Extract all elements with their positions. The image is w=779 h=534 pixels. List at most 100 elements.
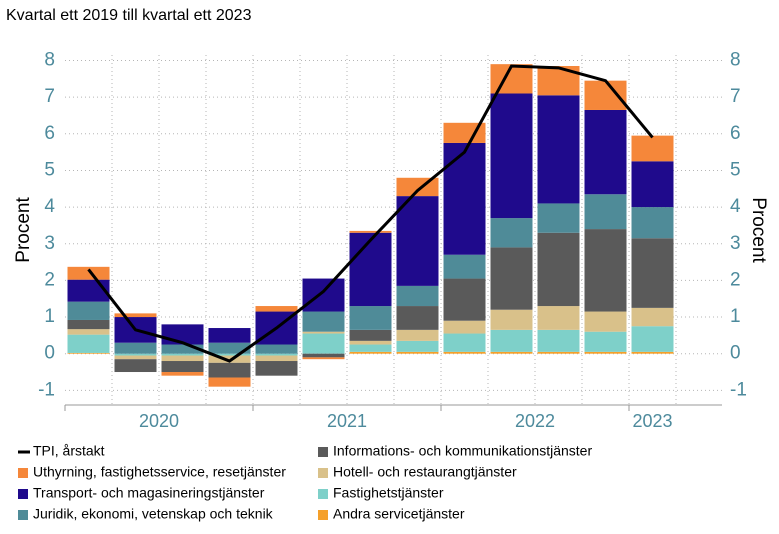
year-label: 2023 [632, 411, 672, 431]
legend-label: Andra servicetjänster [333, 506, 465, 522]
y-tick-label: 4 [44, 196, 55, 217]
bar-segment [443, 320, 486, 334]
y2-tick-label: 6 [730, 123, 741, 144]
bar-segment [255, 361, 298, 376]
y-tick-label: 5 [44, 159, 55, 180]
bar-segment [67, 352, 110, 354]
y2-axis-label: Procent [748, 197, 769, 263]
bar-segment [255, 344, 298, 354]
bar-segment [631, 135, 674, 162]
bar-segment [161, 355, 204, 362]
bar-segment [537, 306, 580, 330]
bar-segment [443, 351, 486, 354]
y2-tick-label: 8 [730, 50, 741, 71]
bar-segment [302, 331, 345, 334]
y-tick-label: 3 [44, 233, 55, 254]
y-tick-label: 2 [44, 269, 55, 290]
chart-title: Kvartal ett 2019 till kvartal ett 2023 [6, 7, 252, 24]
bar-segment [302, 333, 345, 354]
bar-segment [490, 247, 533, 310]
bar-segment [208, 353, 251, 356]
y2-tick-label: 4 [730, 196, 741, 217]
legend-label: Juridik, ekonomi, vetenskap och teknik [33, 506, 274, 522]
bar-segment [537, 232, 580, 307]
bar-segment [631, 161, 674, 208]
line [87, 64, 654, 363]
bar-segment [208, 362, 251, 378]
bar-segment [208, 377, 251, 387]
legend-label: Transport- och magasineringstjänster [33, 485, 265, 501]
bar-segment [349, 306, 392, 330]
bar-segment [396, 285, 439, 307]
bar-segment [537, 351, 580, 354]
legend-swatch [318, 489, 328, 499]
bar-segment [349, 329, 392, 341]
legend-swatch [18, 510, 28, 520]
legend-swatch [18, 489, 28, 499]
legend-label: Hotell- och restaurangtjänster [333, 464, 517, 480]
bar-segment [584, 331, 627, 352]
bar-segment [584, 194, 627, 230]
bar-segment [396, 177, 439, 197]
bar-segment [443, 122, 486, 143]
y2-tick-label: 1 [730, 306, 741, 327]
bar-segment [396, 306, 439, 330]
legend-swatch [318, 447, 328, 457]
bar-segment [490, 93, 533, 219]
bar-segment [349, 344, 392, 352]
bar-segment [584, 80, 627, 110]
bar-segment [584, 229, 627, 312]
y2-tick-label: 3 [730, 233, 741, 254]
legend-label: Fastighetstjänster [333, 485, 444, 501]
bar-segment [443, 278, 486, 321]
bar-segment [302, 357, 345, 360]
year-label: 2020 [139, 411, 179, 431]
bar-segment [302, 353, 345, 358]
bar-segment [161, 353, 204, 356]
legend-label: Uthyrning, fastighetsservice, resetjänst… [33, 464, 286, 480]
y-tick-label: 0 [44, 343, 55, 364]
bar-segment [537, 95, 580, 204]
bar-segment [114, 353, 157, 356]
y2-tick-label: -1 [730, 379, 747, 400]
bar-segment [631, 351, 674, 354]
bar-segment [631, 238, 674, 308]
y-tick-label: 6 [44, 123, 55, 144]
year-label: 2022 [515, 411, 555, 431]
bar-segment [161, 372, 204, 376]
legend-swatch [318, 510, 328, 520]
bar-segment [67, 334, 110, 353]
bar-segment [67, 319, 110, 330]
bar-segment [584, 109, 627, 195]
bar-segment [631, 307, 674, 327]
bar-segment [490, 309, 533, 330]
bar-segment [537, 329, 580, 352]
y2-tick-label: 5 [730, 159, 741, 180]
bar-segment [161, 361, 204, 373]
bar-segment [537, 203, 580, 233]
legend-swatch [18, 468, 28, 478]
bar-segment [443, 333, 486, 352]
y-axis-label: Procent [13, 197, 34, 263]
bar-segment [302, 311, 345, 332]
bar-segment [208, 342, 251, 354]
y-tick-label: 7 [44, 86, 55, 107]
bar-segment [443, 142, 486, 255]
bar-segment [396, 340, 439, 352]
bar-segment [255, 306, 298, 312]
bar-segment [490, 329, 533, 352]
y-tick-label: 1 [44, 306, 55, 327]
bar-segment [396, 329, 439, 341]
y-tick-label: -1 [38, 379, 55, 400]
bar-segment [255, 353, 298, 356]
bar-segment [67, 329, 110, 335]
bar-segment [114, 355, 157, 360]
bar-segment [631, 207, 674, 239]
bar-segment [490, 351, 533, 354]
bar-segment [584, 351, 627, 354]
y2-tick-label: 7 [730, 86, 741, 107]
bar-segment [114, 359, 157, 373]
bar-segment [67, 266, 110, 280]
bar-segment [490, 218, 533, 248]
bar-segment [584, 311, 627, 332]
